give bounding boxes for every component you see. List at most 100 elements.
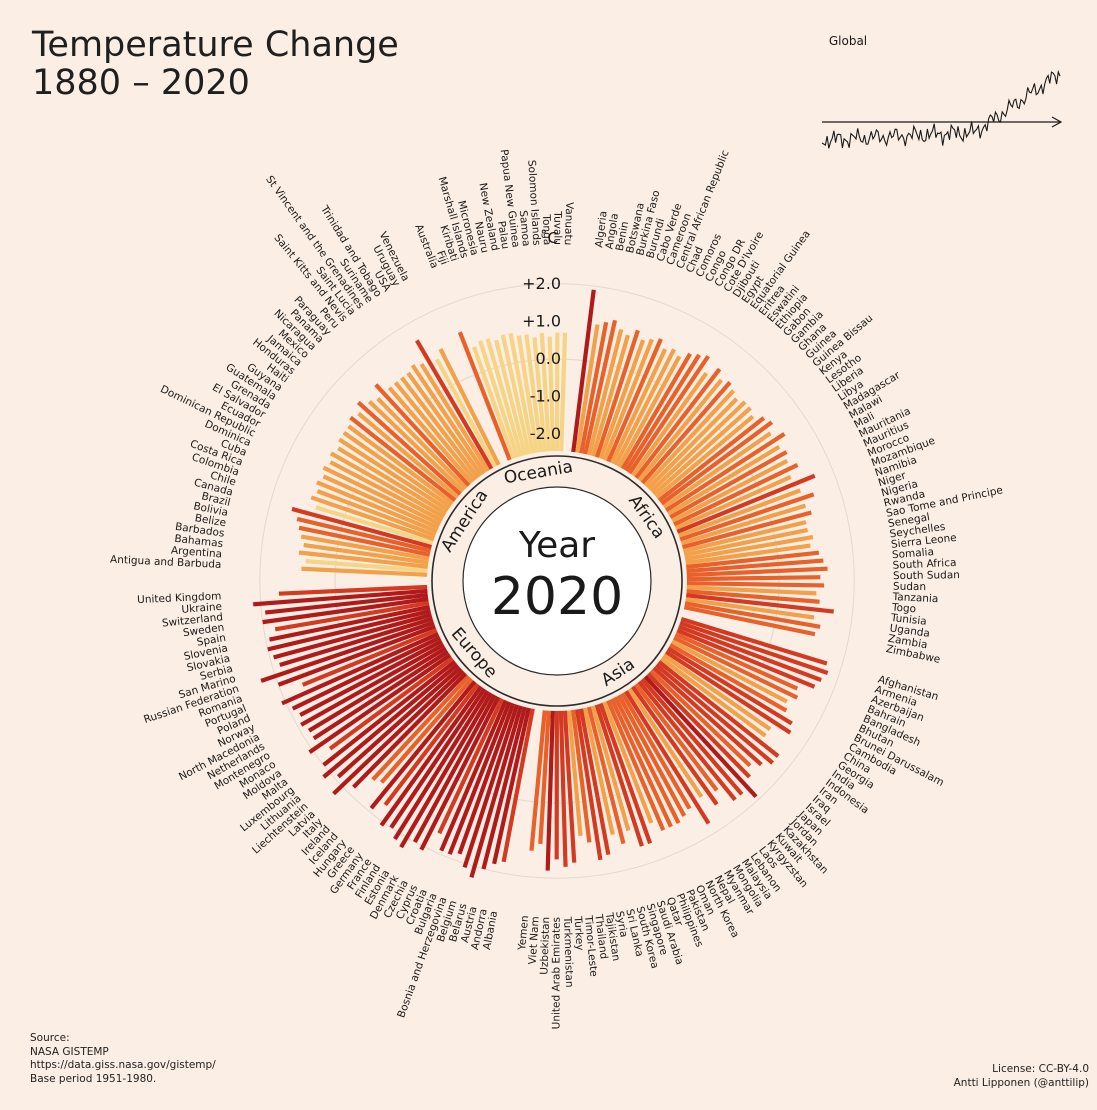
bar-north-korea [613, 696, 681, 825]
bar-georgia [664, 650, 792, 735]
bar-canada [291, 506, 433, 549]
bar-costa-rica [316, 489, 437, 538]
bar-fiji [471, 346, 516, 460]
bar-kenya [657, 416, 766, 503]
bar-barbados [303, 542, 429, 565]
bar-turkey [562, 710, 577, 863]
country-label: Uganda [889, 622, 931, 640]
country-label: Angola [603, 212, 621, 250]
bar-sri-lanka [582, 707, 615, 835]
bar-armenia [679, 620, 829, 676]
bar-india [662, 653, 772, 731]
bar-luxembourg [322, 659, 457, 767]
bar-laos [634, 683, 719, 792]
global-inset: Global [821, 34, 1063, 149]
source-block: Source: NASA GISTEMP https://data.giss.n… [30, 1032, 216, 1086]
country-label: Yemen [516, 915, 531, 952]
bar-kuwait [640, 677, 744, 796]
bar-haiti [347, 424, 454, 506]
bars-group [253, 289, 834, 878]
bar-latvia [332, 669, 465, 796]
bar-eritrea [634, 367, 722, 480]
bar-south-africa [686, 566, 828, 578]
bar-liberia [662, 431, 772, 509]
bar-belize [300, 534, 430, 561]
bar-viet-nam [538, 710, 551, 844]
bar-greece [383, 682, 480, 807]
bar-liechtenstein [336, 666, 462, 779]
country-label: Fiji [434, 249, 450, 266]
country-label: Algeria [593, 210, 610, 248]
bar-azerbaijan [677, 624, 822, 683]
bar-eswatini [637, 378, 723, 482]
bar-philippines [602, 701, 654, 824]
center-disc: Year 2020 [431, 455, 683, 707]
bar-montenegro [307, 646, 447, 733]
bar-singapore [590, 705, 631, 832]
bar-equatorial-guinea [631, 372, 709, 477]
country-label: Belize [194, 512, 227, 529]
bar-chad [606, 338, 663, 463]
bar-albania [501, 708, 535, 863]
bar-andorra [492, 707, 531, 865]
bar-vanuatu [559, 332, 568, 452]
bar-syria [578, 708, 611, 856]
inset-label: Global [829, 34, 867, 48]
bar-spain [274, 600, 430, 632]
inner-disc [462, 486, 652, 676]
bar-ukraine [253, 588, 428, 607]
country-label: Viet Nam [527, 916, 542, 965]
bar-uganda [685, 597, 815, 620]
bar-guatemala [338, 437, 450, 512]
bar-poland [281, 631, 440, 706]
bar-angola [575, 324, 600, 453]
bar-nicaragua [367, 400, 465, 493]
bar-qatar [598, 702, 653, 845]
bar-bulgaria [447, 701, 512, 855]
bar-marshall-islands [485, 338, 524, 457]
bar-yemen [529, 710, 547, 851]
bar-argentina [305, 559, 428, 573]
bar-cuba [316, 480, 438, 534]
bar-italy [352, 672, 468, 789]
bar-czechia [419, 696, 501, 851]
bar-nigeria [681, 510, 812, 550]
bar-palau [516, 335, 540, 453]
bar-guinea [652, 406, 752, 496]
bar-tunisia [685, 593, 834, 614]
bar-congo [613, 348, 676, 466]
source-url: https://data.giss.nasa.gov/gistemp/ [30, 1059, 216, 1071]
bar-bhutan [673, 635, 799, 700]
country-label: Tuvalu [551, 210, 563, 245]
bar-mauritius [674, 475, 792, 531]
outer-ring-guide [259, 283, 855, 879]
country-label: Benin [614, 220, 631, 252]
bar-bosnia-and-herzegovina [457, 702, 516, 855]
bar-netherlands [300, 642, 445, 727]
bar-ecuador [329, 460, 443, 523]
bar-estonia [399, 692, 494, 849]
bar-cameroon [598, 339, 646, 460]
country-label: Timor-Leste [582, 914, 600, 977]
country-label: Argentina [171, 545, 223, 561]
bar-morocco [676, 473, 816, 534]
bar-nepal [617, 694, 687, 817]
country-label: South Africa [892, 557, 956, 572]
bar-myanmar [620, 692, 692, 810]
unit-label: ˚C [540, 229, 558, 247]
bar-china [667, 646, 793, 726]
bar-south-korea [586, 706, 626, 845]
bar-cambodia [669, 643, 788, 713]
bar-lithuania [322, 663, 459, 779]
bar-venezuela [438, 348, 501, 466]
country-label: Samoa [517, 210, 532, 247]
bar-mexico [356, 400, 462, 496]
country-label: United Kingdom [137, 590, 222, 606]
bar-madagascar [667, 445, 781, 516]
bar-colombia [310, 495, 435, 542]
year-label: Year [518, 525, 595, 566]
bar-antigua-and-barbuda [301, 566, 428, 577]
bar-tanzania [686, 585, 817, 596]
bar-el-salvador [329, 451, 445, 519]
